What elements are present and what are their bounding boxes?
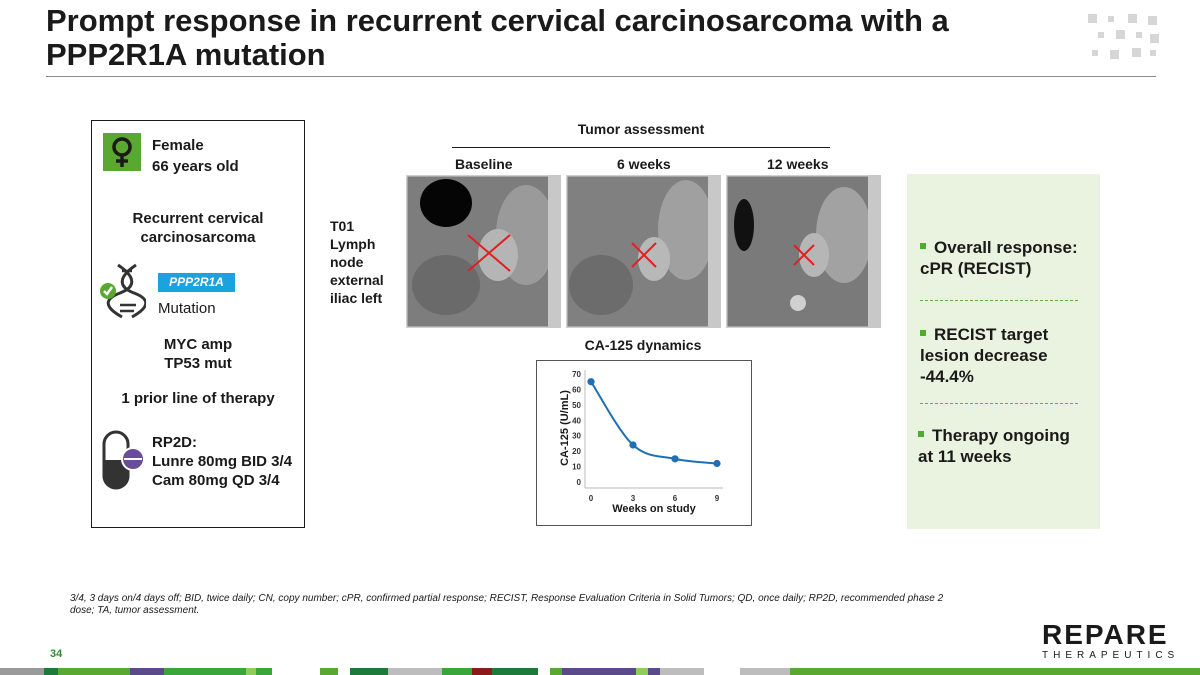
alteration-myc: MYC amp — [163, 336, 233, 353]
ca125-data-point — [629, 441, 637, 449]
decorative-squares — [1088, 14, 1160, 62]
y-tick-label: 70 — [572, 370, 581, 379]
patient-sex: Female — [152, 137, 204, 154]
result-text-2: RECIST target lesion decrease -44.4% — [920, 325, 1049, 386]
dose-label: RP2D: — [152, 434, 198, 451]
x-axis-label: Weeks on study — [612, 503, 696, 515]
ct-scan-baseline — [406, 175, 561, 328]
x-tick-label: 3 — [631, 494, 636, 503]
female-icon — [103, 133, 141, 171]
col-6-weeks: 6 weeks — [617, 156, 671, 172]
bullet-square-icon — [920, 329, 926, 336]
y-axis-label: CA-125 (U/mL) — [559, 390, 571, 466]
ct-scan-6-weeks — [566, 175, 721, 328]
ca125-data-point — [587, 378, 595, 386]
page-number: 34 — [50, 648, 63, 660]
gene-badge: PPP2R1A — [158, 273, 235, 292]
y-tick-label: 50 — [572, 401, 581, 410]
y-tick-label: 10 — [572, 463, 581, 472]
y-tick-label: 60 — [572, 385, 581, 394]
patient-card — [91, 120, 305, 528]
chart-title: CA-125 dynamics — [584, 337, 702, 353]
patient-diagnosis: Recurrent cervical carcinosarcoma — [132, 210, 264, 246]
pill-icon — [100, 430, 148, 490]
ca125-data-point — [671, 455, 679, 463]
prior-lines: 1 prior line of therapy — [121, 390, 275, 407]
bottom-color-bar — [0, 668, 1200, 675]
result-overall-response: Overall response: cPR (RECIST) — [920, 237, 1090, 279]
col-baseline: Baseline — [455, 156, 513, 172]
tumor-assessment-heading: Tumor assessment — [577, 121, 705, 137]
x-tick-label: 6 — [673, 494, 678, 503]
bullet-square-icon — [920, 242, 926, 249]
bullet-square-icon — [918, 430, 924, 437]
dose-cam: Cam 80mg QD 3/4 — [152, 472, 280, 489]
company-logo: REPARE — [1042, 619, 1169, 650]
result-therapy-ongoing: Therapy ongoing at 11 weeks — [918, 425, 1088, 467]
gene-status: Mutation — [158, 300, 216, 317]
title-divider — [46, 76, 1156, 77]
x-tick-label: 9 — [715, 494, 720, 503]
ca125-chart-svg: 0 10 20 30 40 50 60 70 0 3 6 9 Weeks on study CA-125 … — [559, 370, 723, 515]
result-recist-decrease: RECIST target lesion decrease -44.4% — [920, 324, 1090, 387]
ca125-data-point — [713, 459, 721, 468]
x-tick-label: 0 — [589, 494, 594, 503]
ca125-chart: 0 10 20 30 40 50 60 70 0 3 6 9 Weeks on study CA-125 … — [536, 360, 752, 526]
lesion-label: T01 Lymph node external iliac left — [330, 218, 384, 306]
company-logo-subtitle: THERAPEUTICS — [1042, 650, 1180, 661]
y-tick-label: 0 — [577, 478, 582, 487]
y-tick-label: 30 — [572, 432, 581, 441]
dashed-divider — [920, 403, 1078, 404]
alteration-tp53: TP53 mut — [164, 355, 232, 372]
slide-title: Prompt response in recurrent cervical ca… — [46, 3, 949, 72]
result-text-3: Therapy ongoing at 11 weeks — [918, 426, 1070, 466]
tumor-heading-rule — [452, 147, 830, 148]
patient-age: 66 years old — [152, 158, 239, 175]
y-tick-label: 20 — [572, 447, 581, 456]
y-tick-label: 40 — [572, 416, 581, 425]
dose-lunre: Lunre 80mg BID 3/4 — [152, 453, 293, 470]
ca125-series-line — [590, 381, 718, 465]
dashed-divider — [920, 300, 1078, 301]
col-12-weeks: 12 weeks — [767, 156, 829, 172]
results-panel — [907, 174, 1100, 529]
ct-scan-12-weeks — [726, 175, 881, 328]
footnote: 3/4, 3 days on/4 days off; BID, twice da… — [70, 593, 944, 616]
result-text-1: Overall response: cPR (RECIST) — [920, 238, 1078, 278]
dna-icon — [96, 263, 148, 319]
